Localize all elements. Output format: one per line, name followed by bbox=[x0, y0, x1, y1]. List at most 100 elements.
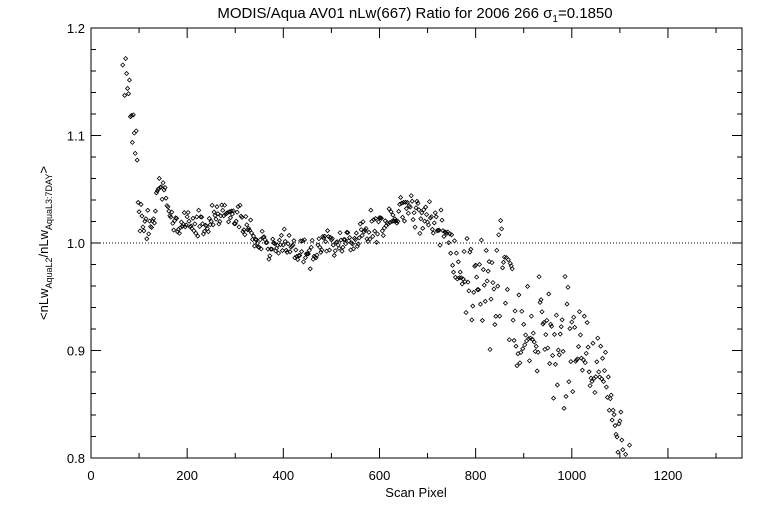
data-point bbox=[456, 275, 462, 281]
data-point bbox=[141, 228, 147, 234]
data-point bbox=[545, 345, 551, 351]
data-point bbox=[554, 382, 560, 388]
data-point bbox=[429, 226, 435, 232]
data-point bbox=[268, 246, 274, 252]
data-point bbox=[138, 201, 144, 208]
data-point bbox=[589, 378, 595, 384]
data-point bbox=[217, 218, 223, 225]
data-point bbox=[495, 283, 501, 289]
data-point bbox=[303, 251, 309, 257]
data-point bbox=[184, 214, 190, 220]
data-point bbox=[227, 215, 233, 221]
data-point bbox=[425, 222, 432, 228]
data-point bbox=[144, 236, 150, 242]
data-point bbox=[504, 286, 510, 293]
data-point bbox=[618, 409, 624, 415]
data-point bbox=[201, 228, 208, 234]
data-point bbox=[523, 332, 529, 338]
data-point bbox=[490, 280, 496, 286]
data-point bbox=[480, 267, 486, 273]
data-point bbox=[324, 228, 331, 234]
y-axis-label-sub1: AquaL2 bbox=[44, 257, 54, 288]
data-point bbox=[213, 216, 219, 222]
data-point bbox=[295, 257, 301, 263]
data-point bbox=[432, 210, 438, 216]
data-point bbox=[502, 300, 509, 306]
data-point bbox=[437, 242, 443, 248]
data-point bbox=[430, 230, 436, 236]
data-point bbox=[326, 247, 333, 253]
data-point bbox=[343, 241, 349, 247]
data-point bbox=[478, 237, 484, 243]
data-point bbox=[433, 214, 439, 220]
data-point bbox=[169, 209, 175, 215]
data-point bbox=[411, 210, 417, 216]
data-point bbox=[361, 229, 367, 235]
data-point bbox=[514, 363, 520, 369]
data-point bbox=[128, 112, 134, 119]
data-point bbox=[451, 238, 458, 244]
data-point bbox=[526, 358, 533, 364]
data-point bbox=[242, 232, 248, 238]
data-point bbox=[291, 238, 297, 244]
data-point bbox=[516, 292, 522, 298]
data-point bbox=[550, 352, 556, 359]
data-point bbox=[300, 259, 307, 265]
data-point bbox=[512, 308, 518, 314]
data-point bbox=[541, 319, 547, 326]
data-point bbox=[412, 224, 418, 230]
data-point bbox=[299, 248, 305, 255]
data-point bbox=[373, 216, 379, 222]
data-point bbox=[454, 276, 460, 282]
data-point bbox=[210, 222, 216, 228]
data-point bbox=[287, 249, 293, 255]
data-point bbox=[567, 326, 573, 332]
data-point bbox=[244, 222, 250, 228]
data-point bbox=[192, 221, 198, 227]
data-point bbox=[289, 243, 295, 249]
data-point bbox=[601, 368, 608, 374]
data-point bbox=[349, 241, 356, 247]
data-point bbox=[370, 233, 376, 239]
data-point bbox=[131, 130, 137, 136]
data-point bbox=[135, 199, 141, 206]
data-point bbox=[448, 250, 454, 256]
data-point bbox=[329, 236, 335, 242]
data-point bbox=[353, 230, 359, 236]
data-point bbox=[323, 239, 329, 245]
data-point bbox=[315, 242, 321, 248]
data-point bbox=[491, 286, 497, 292]
y-tick-label: 0.8 bbox=[67, 451, 85, 466]
plot-frame bbox=[90, 27, 743, 459]
data-point bbox=[611, 411, 617, 418]
data-point bbox=[270, 236, 276, 242]
data-point bbox=[471, 289, 477, 295]
data-point bbox=[602, 349, 609, 355]
data-point bbox=[328, 237, 334, 243]
data-point bbox=[124, 70, 130, 77]
data-point bbox=[331, 252, 337, 258]
data-point bbox=[266, 256, 272, 262]
data-point bbox=[330, 242, 336, 248]
data-point bbox=[151, 220, 158, 226]
data-point bbox=[571, 314, 577, 320]
data-point bbox=[136, 209, 142, 215]
data-point bbox=[626, 442, 633, 448]
data-point bbox=[421, 207, 427, 213]
data-point bbox=[581, 313, 587, 319]
data-point bbox=[162, 184, 168, 191]
data-point bbox=[619, 437, 625, 443]
data-point bbox=[555, 347, 561, 353]
data-point bbox=[385, 221, 391, 227]
data-point bbox=[521, 321, 527, 327]
data-point bbox=[453, 250, 459, 256]
data-point bbox=[251, 243, 258, 249]
data-point bbox=[557, 331, 563, 337]
data-point bbox=[197, 223, 203, 229]
data-point bbox=[497, 313, 503, 319]
data-point bbox=[623, 451, 629, 457]
data-point bbox=[416, 207, 422, 213]
data-point bbox=[259, 228, 265, 234]
data-point bbox=[499, 265, 506, 271]
